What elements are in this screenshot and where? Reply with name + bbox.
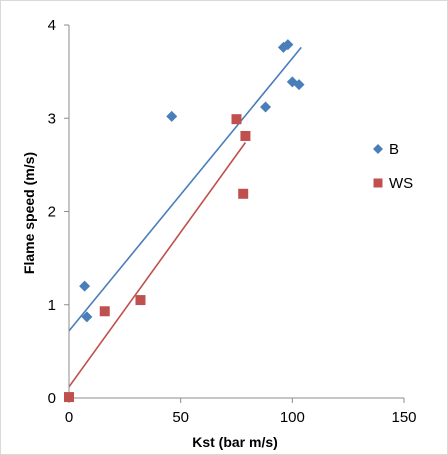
data-point-ws xyxy=(64,392,74,403)
legend-marker-b xyxy=(373,144,383,154)
data-point-b xyxy=(166,110,178,122)
data-point-ws xyxy=(238,188,249,199)
x-tick-label: 50 xyxy=(172,409,189,426)
data-point-b xyxy=(282,39,294,51)
legend: B WS xyxy=(373,141,413,192)
legend-label-ws: WS xyxy=(389,175,413,192)
y-tick-label: 3 xyxy=(48,110,56,127)
data-point-b xyxy=(81,311,93,323)
y-axis-title: Flame speed (m/s) xyxy=(21,152,37,274)
y-tick-label: 1 xyxy=(48,297,56,314)
x-tick-label: 100 xyxy=(280,409,305,426)
y-tick-label: 0 xyxy=(48,390,56,407)
data-point-ws xyxy=(135,295,146,306)
data-point-b xyxy=(260,101,272,113)
x-tick-label: 150 xyxy=(391,409,416,426)
axes xyxy=(64,24,405,403)
data-point-b xyxy=(293,79,305,91)
legend-label-b: B xyxy=(389,141,399,158)
x-axis-title: Kst (bar m/s) xyxy=(192,434,278,450)
trendline-b xyxy=(68,46,302,332)
data-point-ws xyxy=(231,114,242,125)
y-tick-label: 4 xyxy=(48,17,56,34)
y-tick-label: 2 xyxy=(48,204,56,221)
trendlines xyxy=(68,46,302,388)
data-point-ws xyxy=(99,306,110,317)
data-points xyxy=(64,39,305,403)
data-point-b xyxy=(79,280,91,292)
tick-labels: 0 1 2 3 4 0 50 100 150 xyxy=(48,17,417,426)
legend-marker-ws xyxy=(373,178,383,188)
trendline-ws xyxy=(68,142,247,388)
x-tick-label: 0 xyxy=(65,409,73,426)
data-point-ws xyxy=(240,130,251,141)
